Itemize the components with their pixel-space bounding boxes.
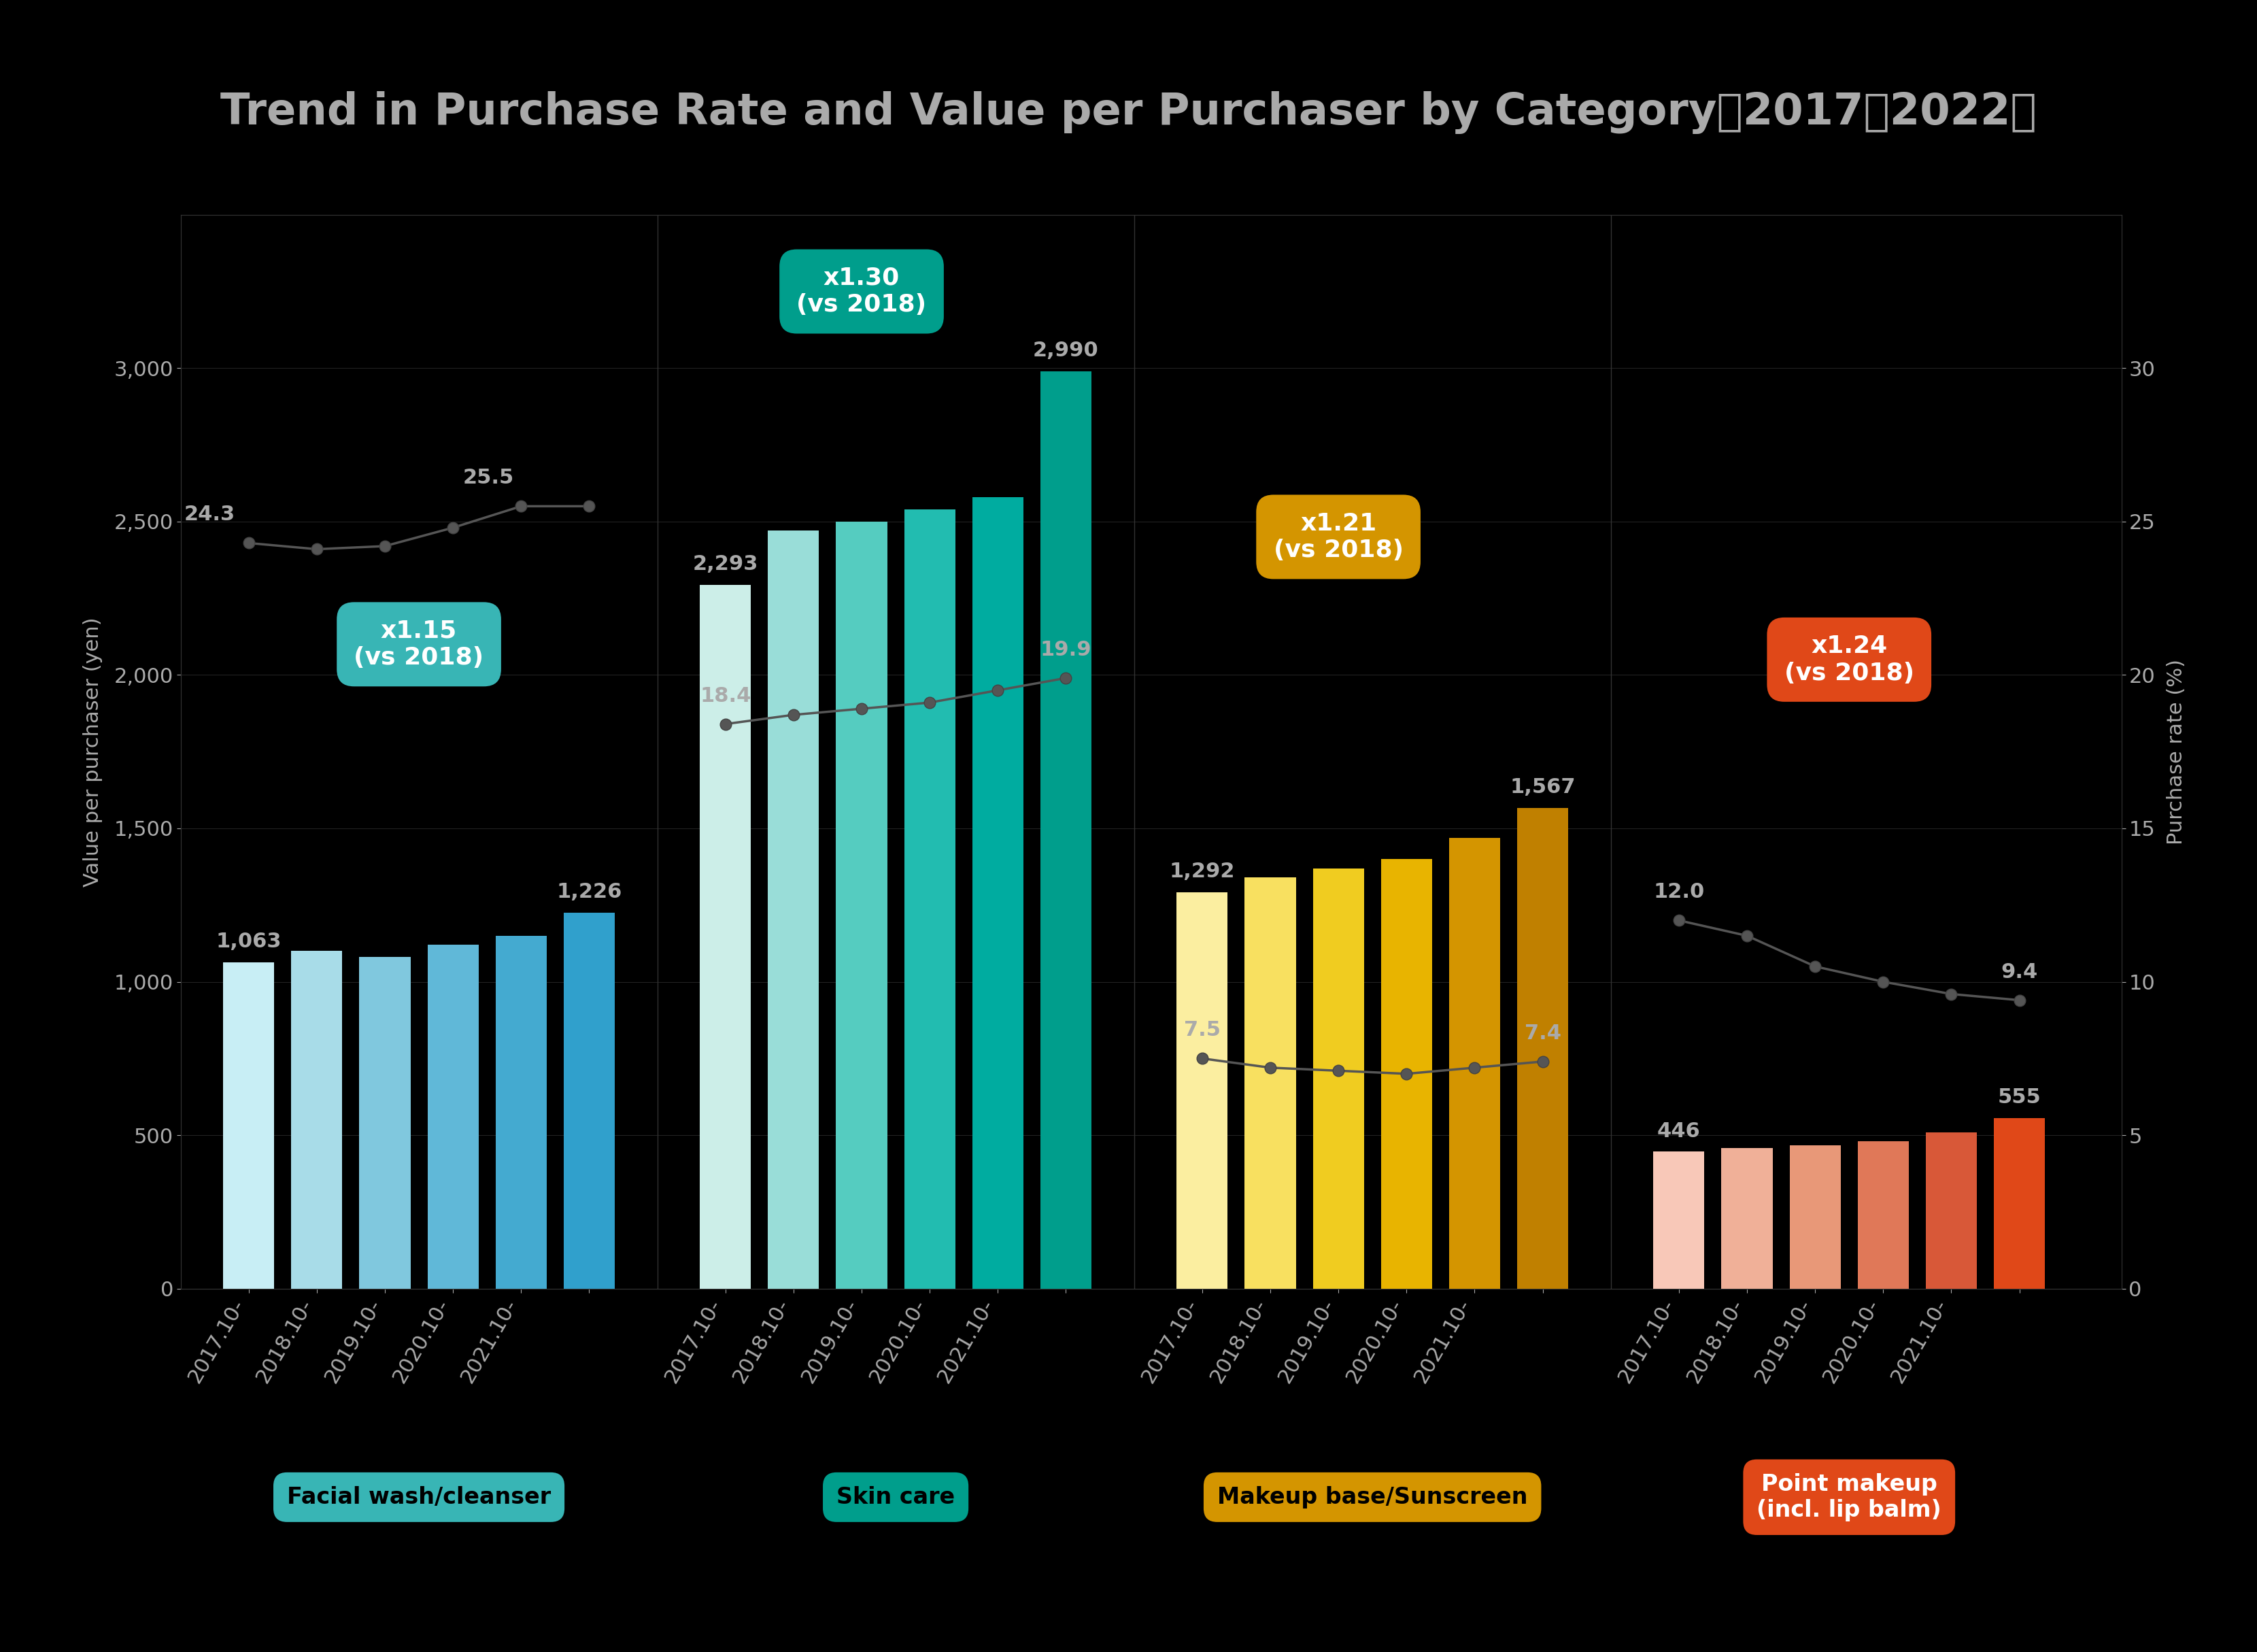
Bar	[700, 585, 752, 1289]
Text: 9.4: 9.4	[2002, 961, 2038, 981]
Bar	[973, 497, 1022, 1289]
Text: 2,293: 2,293	[693, 555, 758, 575]
Text: 446: 446	[1657, 1122, 1700, 1142]
Y-axis label: Purchase rate (%): Purchase rate (%)	[2167, 659, 2187, 844]
Text: Skin care: Skin care	[837, 1485, 955, 1508]
Text: Facial wash/cleanser: Facial wash/cleanser	[287, 1485, 551, 1508]
Bar	[564, 912, 614, 1289]
Bar	[359, 957, 411, 1289]
Text: Trend in Purchase Rate and Value per Purchaser by Category（2017～2022）: Trend in Purchase Rate and Value per Pur…	[221, 91, 2036, 134]
Bar	[835, 522, 887, 1289]
Text: x1.15
(vs 2018): x1.15 (vs 2018)	[354, 620, 483, 669]
Text: x1.21
(vs 2018): x1.21 (vs 2018)	[1273, 512, 1404, 562]
Y-axis label: Value per purchaser (yen): Value per purchaser (yen)	[84, 616, 104, 887]
Text: 2,990: 2,990	[1034, 340, 1099, 360]
Text: 1,292: 1,292	[1169, 862, 1235, 882]
Bar	[905, 509, 955, 1289]
Bar	[1517, 808, 1569, 1289]
Text: 1,226: 1,226	[557, 882, 623, 902]
Text: 7.5: 7.5	[1183, 1021, 1221, 1041]
Bar	[767, 530, 819, 1289]
Text: 25.5: 25.5	[463, 468, 515, 487]
Bar	[1858, 1142, 1909, 1289]
Bar	[1314, 869, 1363, 1289]
Text: 7.4: 7.4	[1523, 1023, 1562, 1042]
Bar	[497, 935, 546, 1289]
Bar	[1381, 859, 1431, 1289]
Text: x1.24
(vs 2018): x1.24 (vs 2018)	[1785, 634, 1914, 684]
Bar	[1654, 1151, 1704, 1289]
Bar	[1993, 1118, 2045, 1289]
Bar	[1925, 1132, 1977, 1289]
Text: 1,063: 1,063	[217, 932, 282, 952]
Bar	[1244, 877, 1296, 1289]
Bar	[1449, 838, 1501, 1289]
Bar	[1176, 892, 1228, 1289]
Text: 1,567: 1,567	[1510, 778, 1575, 796]
Text: 24.3: 24.3	[185, 506, 235, 525]
Text: 19.9: 19.9	[1040, 639, 1092, 659]
Text: 18.4: 18.4	[700, 686, 752, 705]
Bar	[427, 945, 478, 1289]
Bar	[291, 952, 343, 1289]
Bar	[1040, 372, 1092, 1289]
Text: 555: 555	[1997, 1087, 2040, 1107]
Text: Point makeup
(incl. lip balm): Point makeup (incl. lip balm)	[1756, 1474, 1941, 1521]
Text: 12.0: 12.0	[1654, 882, 1704, 902]
Text: Makeup base/Sunscreen: Makeup base/Sunscreen	[1217, 1485, 1528, 1508]
Bar	[223, 963, 273, 1289]
Bar	[1722, 1148, 1772, 1289]
Text: x1.30
(vs 2018): x1.30 (vs 2018)	[797, 266, 928, 317]
Bar	[1790, 1145, 1842, 1289]
